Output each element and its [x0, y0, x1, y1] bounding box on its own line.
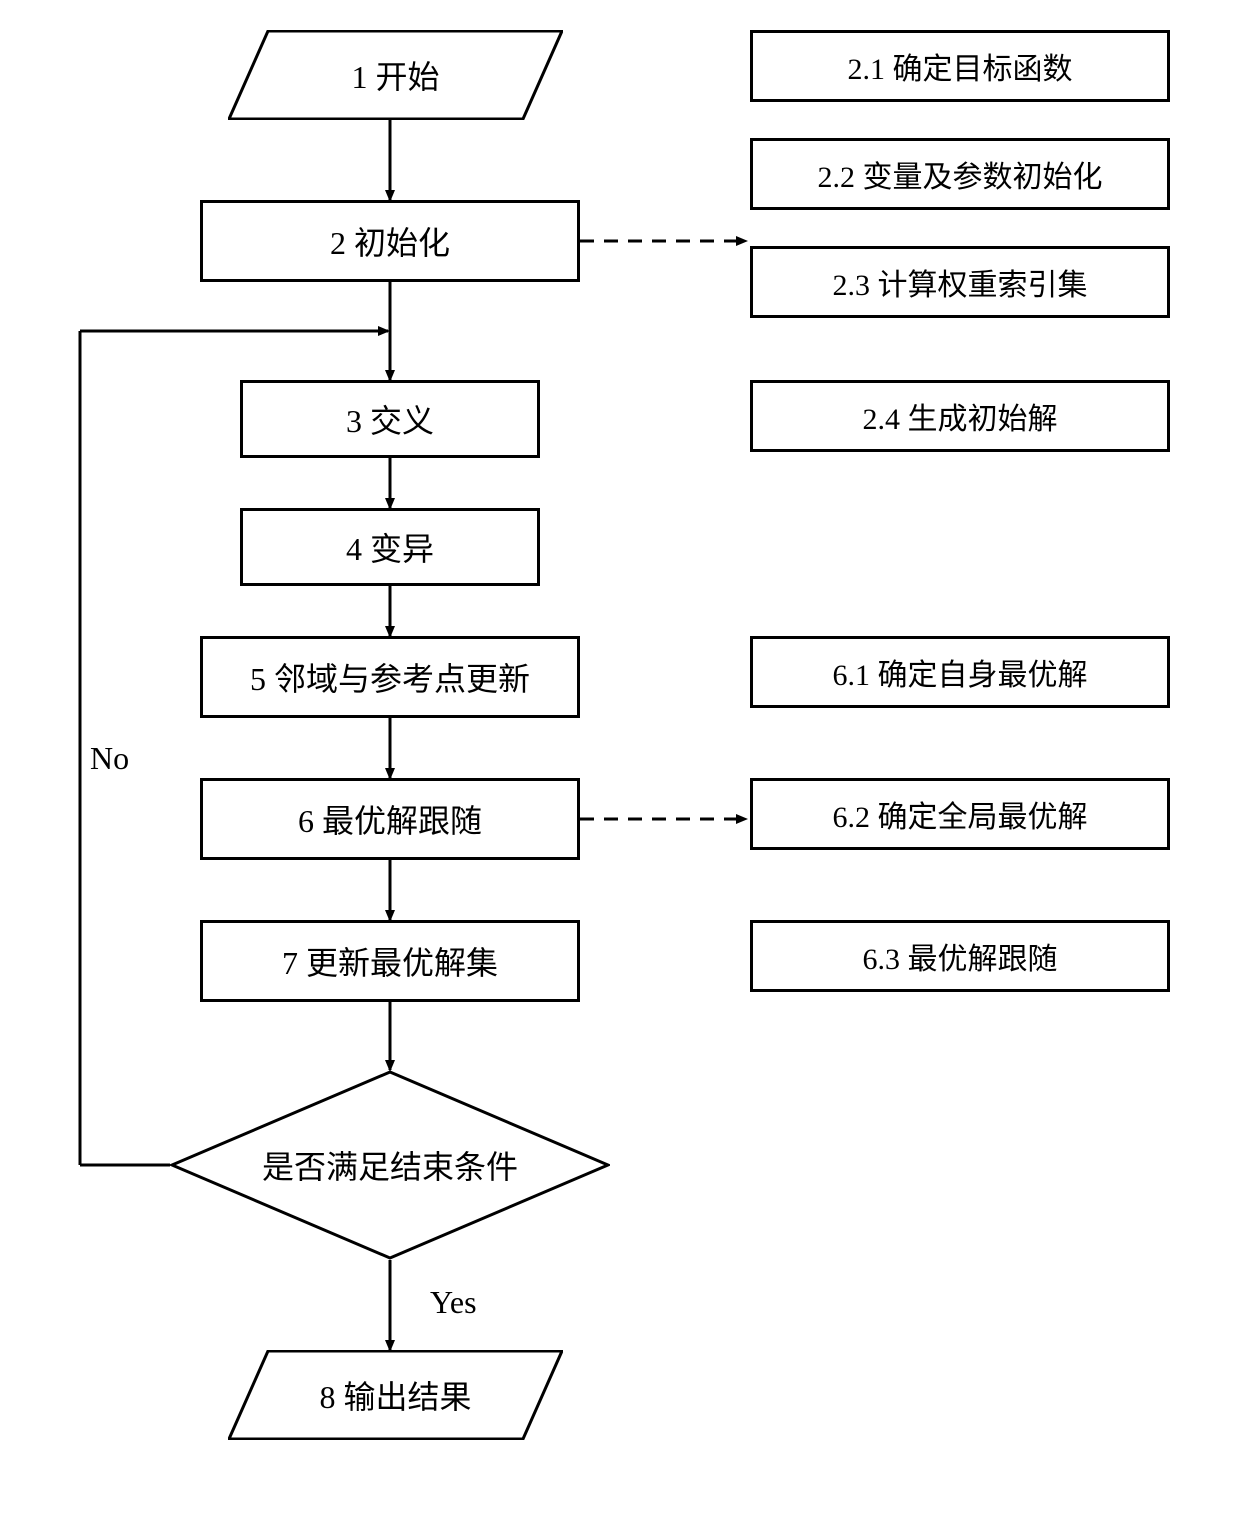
flow-node-n3: 3 交义 [240, 380, 540, 458]
flow-decision-label: 是否满足结束条件 [262, 1142, 518, 1188]
flow-node-label: 4 变异 [346, 524, 434, 570]
side-node-label: 2.4 生成初始解 [863, 394, 1058, 438]
side-node-s23: 2.3 计算权重索引集 [750, 246, 1170, 318]
flow-node-label: 6 最优解跟随 [298, 796, 482, 842]
flow-node-n4: 4 变异 [240, 508, 540, 586]
flow-node-n7: 7 更新最优解集 [200, 920, 580, 1002]
flow-node-label: 5 邻域与参考点更新 [250, 654, 530, 700]
flow-terminal-label: 1 开始 [351, 52, 439, 98]
side-node-label: 6.3 最优解跟随 [863, 934, 1058, 978]
side-node-s22: 2.2 变量及参数初始化 [750, 138, 1170, 210]
flow-node-n2: 2 初始化 [200, 200, 580, 282]
side-node-label: 2.1 确定目标函数 [848, 44, 1073, 88]
flow-node-label: 2 初始化 [330, 218, 450, 264]
flowchart-canvas: 1 开始 2 初始化 3 交义 4 变异 5 邻域与参考点更新 6 最优解跟随 7 更新最优… [0, 0, 1240, 1516]
side-node-s24: 2.4 生成初始解 [750, 380, 1170, 452]
flow-terminal-label: 8 输出结果 [319, 1372, 471, 1418]
edge-label-yes: Yes [430, 1284, 477, 1321]
side-node-s61: 6.1 确定自身最优解 [750, 636, 1170, 708]
flow-node-n5: 5 邻域与参考点更新 [200, 636, 580, 718]
side-node-s63: 6.3 最优解跟随 [750, 920, 1170, 992]
side-node-label: 2.2 变量及参数初始化 [818, 152, 1103, 196]
side-node-label: 2.3 计算权重索引集 [833, 260, 1088, 304]
side-node-s62: 6.2 确定全局最优解 [750, 778, 1170, 850]
flow-terminal-n1: 1 开始 [228, 30, 563, 120]
flow-node-label: 7 更新最优解集 [282, 938, 498, 984]
side-node-label: 6.2 确定全局最优解 [833, 792, 1088, 836]
flow-node-n6: 6 最优解跟随 [200, 778, 580, 860]
side-node-s21: 2.1 确定目标函数 [750, 30, 1170, 102]
edge-label-no: No [90, 740, 129, 777]
side-node-label: 6.1 确定自身最优解 [833, 650, 1088, 694]
flow-decision-d1: 是否满足结束条件 [170, 1070, 610, 1260]
flow-terminal-n8: 8 输出结果 [228, 1350, 563, 1440]
flow-node-label: 3 交义 [346, 396, 434, 442]
